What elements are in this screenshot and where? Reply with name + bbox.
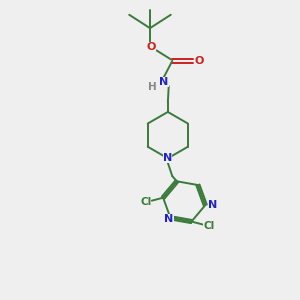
Text: N: N: [159, 76, 169, 87]
Text: N: N: [208, 200, 217, 210]
Text: N: N: [164, 214, 174, 224]
Text: N: N: [163, 153, 172, 163]
Text: O: O: [147, 43, 156, 52]
Text: O: O: [195, 56, 204, 66]
Text: Cl: Cl: [203, 221, 214, 231]
Text: H: H: [148, 82, 157, 92]
Text: Cl: Cl: [140, 197, 152, 207]
